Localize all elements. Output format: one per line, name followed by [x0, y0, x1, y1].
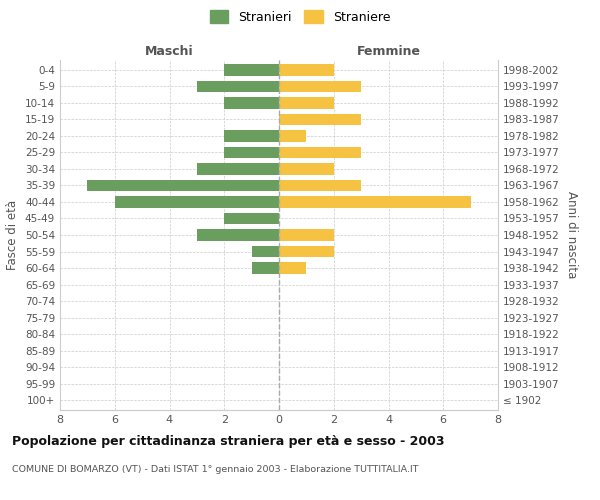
Bar	[224, 146, 279, 158]
Bar	[279, 146, 361, 158]
Bar	[251, 262, 279, 274]
Y-axis label: Anni di nascita: Anni di nascita	[565, 192, 578, 278]
Bar	[279, 180, 361, 192]
Bar	[279, 246, 334, 258]
Bar	[279, 114, 361, 125]
Bar	[197, 163, 279, 174]
Bar	[279, 130, 307, 141]
Bar	[279, 262, 307, 274]
Text: COMUNE DI BOMARZO (VT) - Dati ISTAT 1° gennaio 2003 - Elaborazione TUTTITALIA.IT: COMUNE DI BOMARZO (VT) - Dati ISTAT 1° g…	[12, 465, 419, 474]
Bar	[197, 229, 279, 241]
Bar	[197, 80, 279, 92]
Bar	[279, 196, 470, 208]
Y-axis label: Fasce di età: Fasce di età	[7, 200, 19, 270]
Bar	[115, 196, 279, 208]
Bar	[224, 130, 279, 141]
Bar	[279, 229, 334, 241]
Legend: Stranieri, Straniere: Stranieri, Straniere	[206, 6, 394, 28]
Bar	[251, 246, 279, 258]
Text: Popolazione per cittadinanza straniera per età e sesso - 2003: Popolazione per cittadinanza straniera p…	[12, 435, 445, 448]
Bar	[88, 180, 279, 192]
Text: Femmine: Femmine	[356, 46, 421, 59]
Bar	[279, 163, 334, 174]
Bar	[224, 64, 279, 76]
Bar	[279, 80, 361, 92]
Text: Maschi: Maschi	[145, 46, 194, 59]
Bar	[224, 212, 279, 224]
Bar	[279, 97, 334, 108]
Bar	[279, 64, 334, 76]
Bar	[224, 97, 279, 108]
